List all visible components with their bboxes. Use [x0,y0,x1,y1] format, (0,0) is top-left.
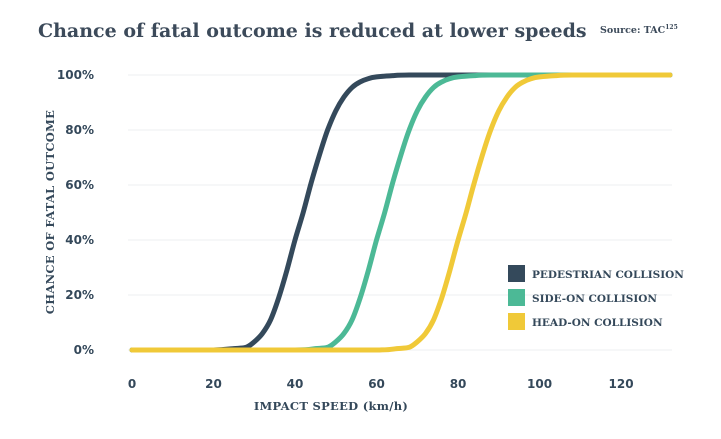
x-tick-label: 100 [527,377,552,391]
legend-swatch-head-on-collision [508,313,525,330]
source-label: Source: TAC125 [600,24,678,36]
x-tick-label: 20 [205,377,222,391]
source-superscript: 125 [665,24,678,31]
series-lines [129,72,673,353]
legend-label-side-on-collision: SIDE-ON COLLISION [532,293,657,305]
x-tick-label: 60 [368,377,385,391]
y-tick-label: 0% [74,343,94,357]
x-tick-label: 40 [287,377,304,391]
y-axis-ticks: 0% 20% 40% 60% 80% 100% [57,68,94,357]
series-line-pedestrian-collision [129,72,673,353]
y-tick-label: 80% [65,123,94,137]
gridlines [128,74,672,351]
legend: PEDESTRIAN COLLISION SIDE-ON COLLISION HEA… [508,265,684,330]
series-line-head-on-collision [129,72,673,353]
legend-label-pedestrian-collision: PEDESTRIAN COLLISION [532,269,684,281]
series-line-side-on-collision [129,72,673,353]
y-axis-label: CHANCE OF FATAL OUTCOME [43,110,57,314]
chart-title: Chance of fatal outcome is reduced at lo… [38,20,587,42]
x-tick-label: 0 [128,377,136,391]
y-tick-label: 40% [65,233,94,247]
y-tick-label: 60% [65,178,94,192]
legend-swatch-pedestrian-collision [508,265,525,282]
x-axis-ticks: 0 20 40 60 80 100 120 [128,377,634,391]
y-tick-label: 100% [57,68,94,82]
source-text: Source: TAC [600,25,666,36]
x-tick-label: 80 [450,377,467,391]
x-tick-label: 120 [609,377,634,391]
x-axis-label: IMPACT SPEED (km/h) [254,399,408,413]
legend-swatch-side-on-collision [508,289,525,306]
legend-label-head-on-collision: HEAD-ON COLLISION [532,317,663,329]
y-tick-label: 20% [65,288,94,302]
